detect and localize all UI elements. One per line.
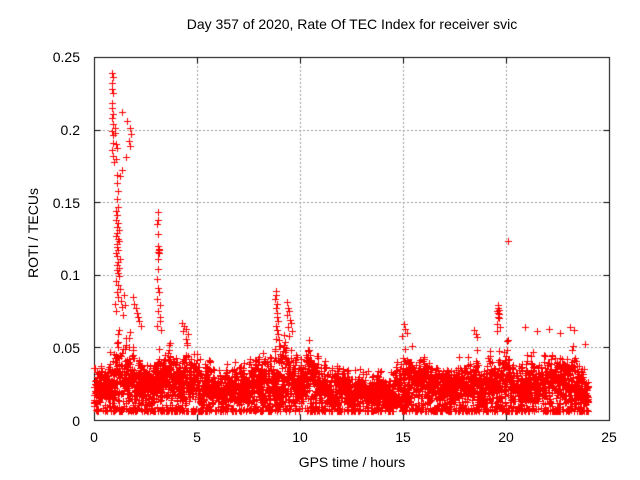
x-tick-label-2: 10 xyxy=(292,429,308,445)
chart-title: Day 357 of 2020, Rate Of TEC Index for r… xyxy=(186,16,518,32)
y-tick-label-0: 0 xyxy=(72,413,80,429)
x-tick-label-1: 5 xyxy=(193,429,201,445)
x-tick-label-5: 25 xyxy=(601,429,617,445)
x-tick-label-0: 0 xyxy=(90,429,98,445)
x-axis-label: GPS time / hours xyxy=(298,454,406,470)
y-axis-label: ROTI / TECUs xyxy=(25,188,41,278)
y-tick-label-5: 0.25 xyxy=(52,49,80,65)
y-tick-label-4: 0.2 xyxy=(60,122,80,138)
y-tick-label-1: 0.05 xyxy=(52,340,80,356)
y-tick-label-2: 0.1 xyxy=(60,267,80,283)
y-tick-label-3: 0.15 xyxy=(52,195,80,211)
x-tick-label-4: 20 xyxy=(498,429,514,445)
x-tick-label-3: 15 xyxy=(395,429,411,445)
